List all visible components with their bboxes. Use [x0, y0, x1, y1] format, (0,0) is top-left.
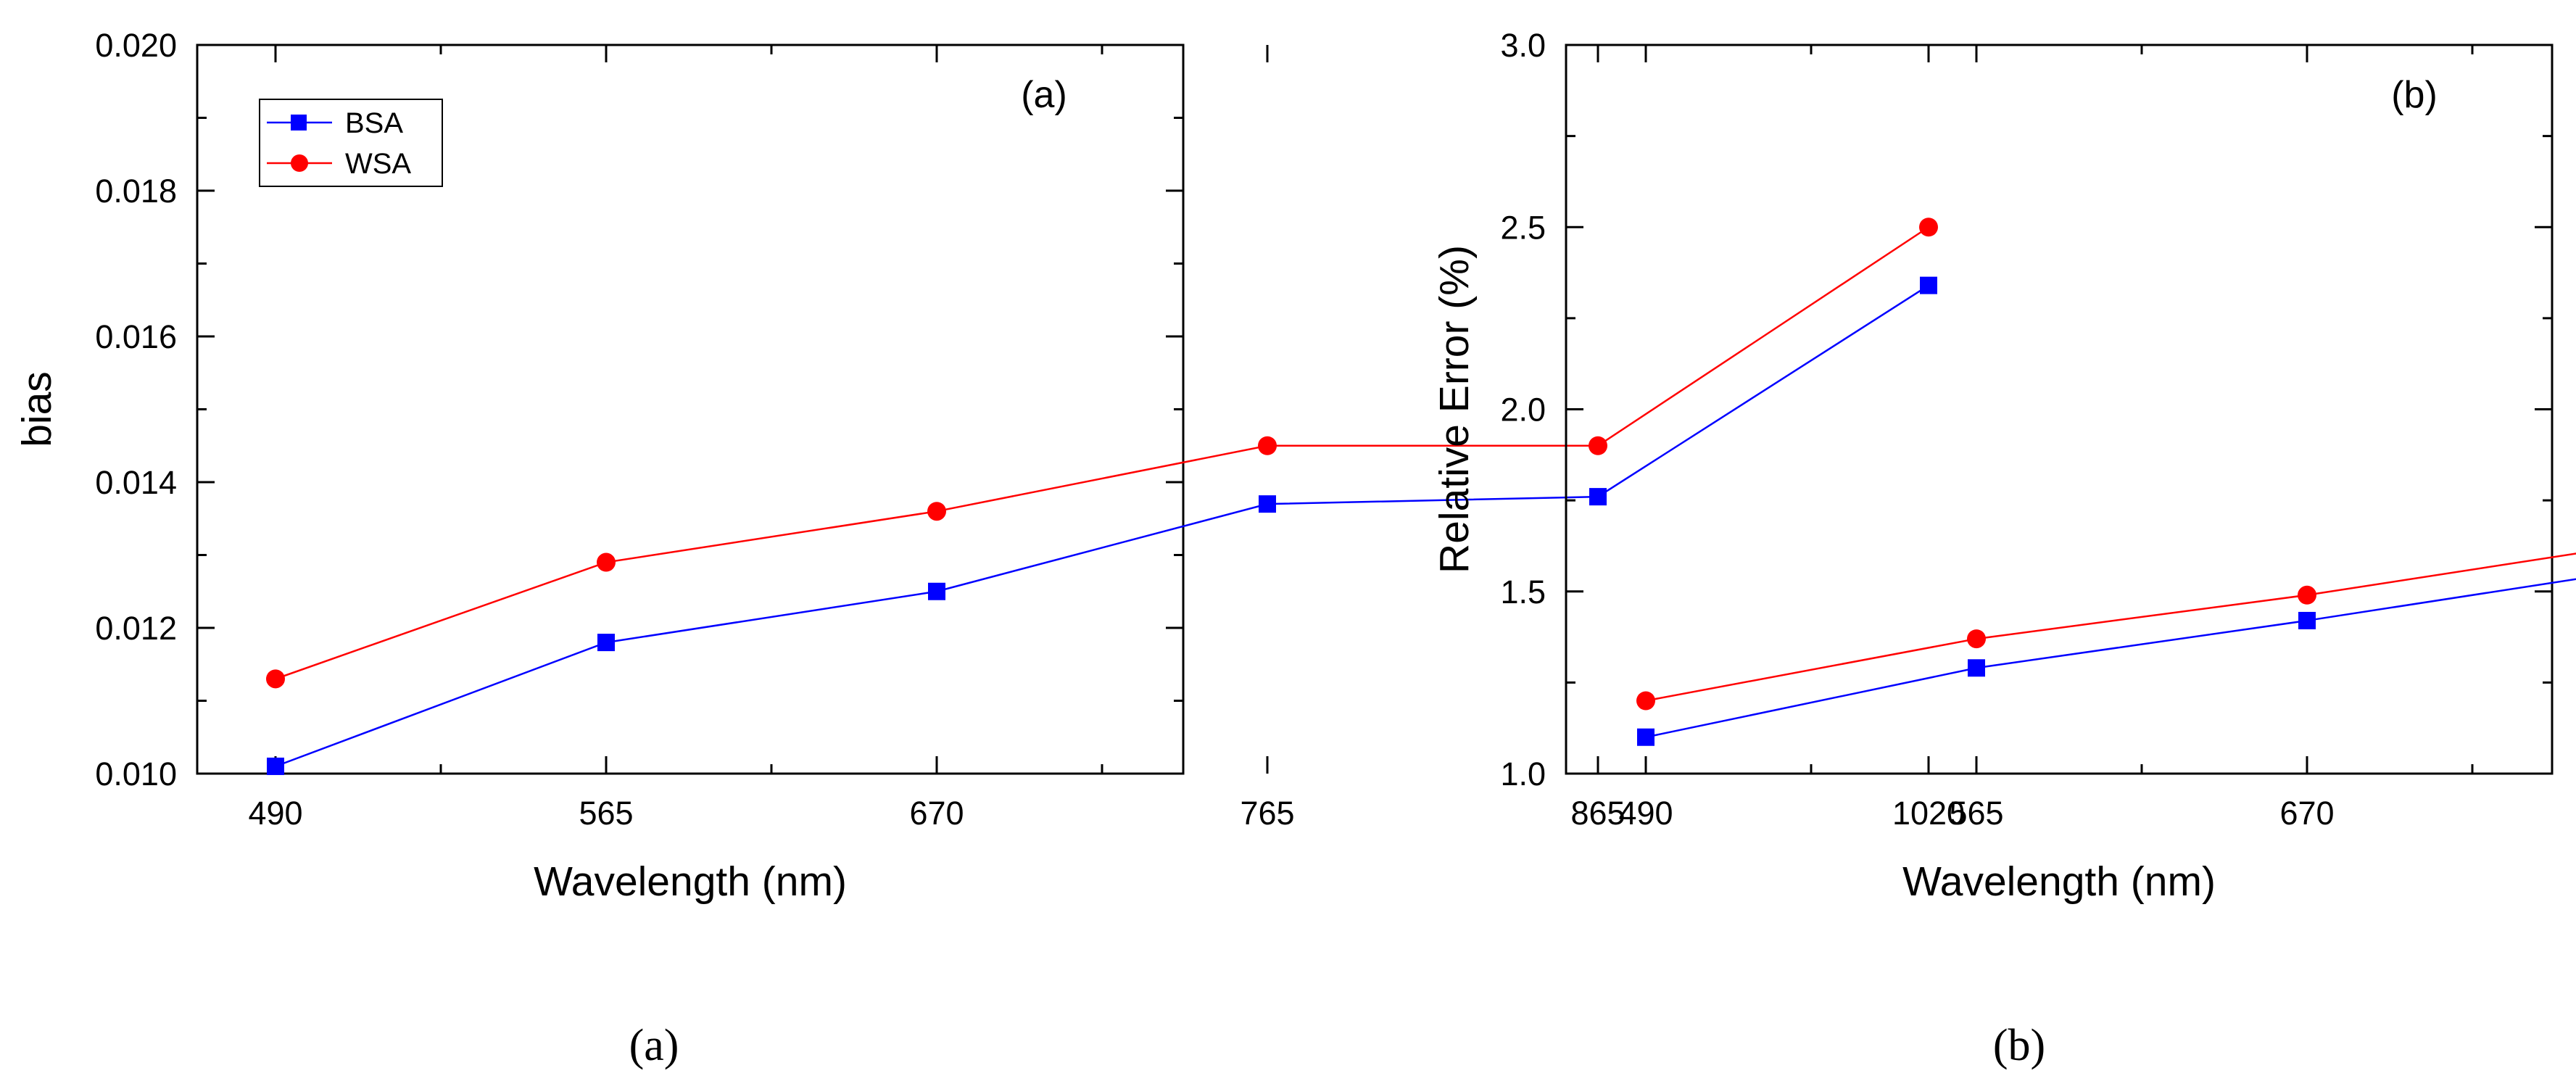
panel-label: (a): [1021, 74, 1067, 116]
legend-label-bsa: BSA: [345, 107, 403, 139]
y-tick-label: 0.012: [95, 610, 177, 647]
y-tick-label: 3.0: [1500, 27, 1546, 64]
y-axis-title: bias: [14, 371, 60, 447]
series-line-bsa: [275, 284, 1929, 768]
x-tick-label: 670: [909, 795, 964, 832]
chart-panel-b: 1.01.52.02.53.04905656707658651020Wavele…: [1431, 27, 2576, 1070]
x-tick-label: 490: [1618, 795, 1673, 832]
data-point-bsa: [1259, 495, 1276, 513]
data-point-wsa: [1636, 691, 1655, 711]
data-point-bsa: [1589, 488, 1607, 506]
data-point-bsa: [1637, 728, 1654, 746]
series-line-bsa: [1645, 578, 2576, 738]
y-tick-label: 2.5: [1500, 209, 1546, 246]
y-tick-label: 0.010: [95, 755, 177, 792]
x-tick-label: 1020: [1892, 795, 1965, 832]
x-tick-label: 565: [1949, 795, 2003, 832]
x-tick-label: 565: [579, 795, 633, 832]
data-point-wsa: [2298, 585, 2316, 605]
data-point-wsa: [266, 669, 285, 689]
y-tick-label: 2.0: [1500, 392, 1546, 428]
legend-label-wsa: WSA: [345, 148, 411, 180]
panel-label: (b): [2391, 74, 2438, 116]
series-line-wsa: [275, 226, 1929, 680]
x-axis-title: Wavelength (nm): [1902, 858, 2216, 905]
legend-box: [259, 99, 443, 187]
y-axis-title: Relative Error (%): [1431, 245, 1478, 574]
data-point-wsa: [1919, 218, 1938, 237]
legend-marker-bsa: [291, 115, 307, 131]
data-point-wsa: [1258, 436, 1277, 455]
y-tick-label: 0.020: [95, 27, 177, 64]
y-tick-label: 1.0: [1500, 755, 1546, 792]
data-point-bsa: [2298, 611, 2316, 629]
x-axis-title: Wavelength (nm): [534, 858, 847, 905]
data-point-wsa: [597, 552, 616, 572]
chart-panel-a: 0.010 0.012 0.014 0.016 0.018 0.020 490 565 670 7…: [14, 27, 1965, 1070]
data-point-bsa: [597, 634, 615, 652]
y-tick-label: 0.016: [95, 318, 177, 355]
y-tick-label: 0.014: [95, 464, 177, 501]
x-tick-label: 765: [1240, 795, 1294, 832]
plot-frame: [1565, 44, 2554, 775]
data-point-wsa: [1589, 436, 1607, 455]
series-line-wsa: [1645, 552, 2576, 702]
data-point-bsa: [267, 757, 284, 775]
y-tick-label: 1.5: [1500, 574, 1546, 610]
data-point-wsa: [927, 502, 946, 521]
figure-caption: (a): [629, 1021, 679, 1070]
data-point-wsa: [1967, 629, 1986, 649]
x-tick-label: 490: [248, 795, 302, 832]
data-point-bsa: [928, 582, 945, 600]
y-tick-label: 0.018: [95, 173, 177, 210]
legend-marker-wsa: [291, 154, 308, 172]
figure-caption: (b): [1993, 1021, 2045, 1070]
x-tick-label: 670: [2279, 795, 2334, 832]
x-tick-label: 865: [1570, 795, 1625, 832]
data-point-bsa: [1920, 276, 1937, 294]
data-point-bsa: [1968, 659, 1985, 677]
